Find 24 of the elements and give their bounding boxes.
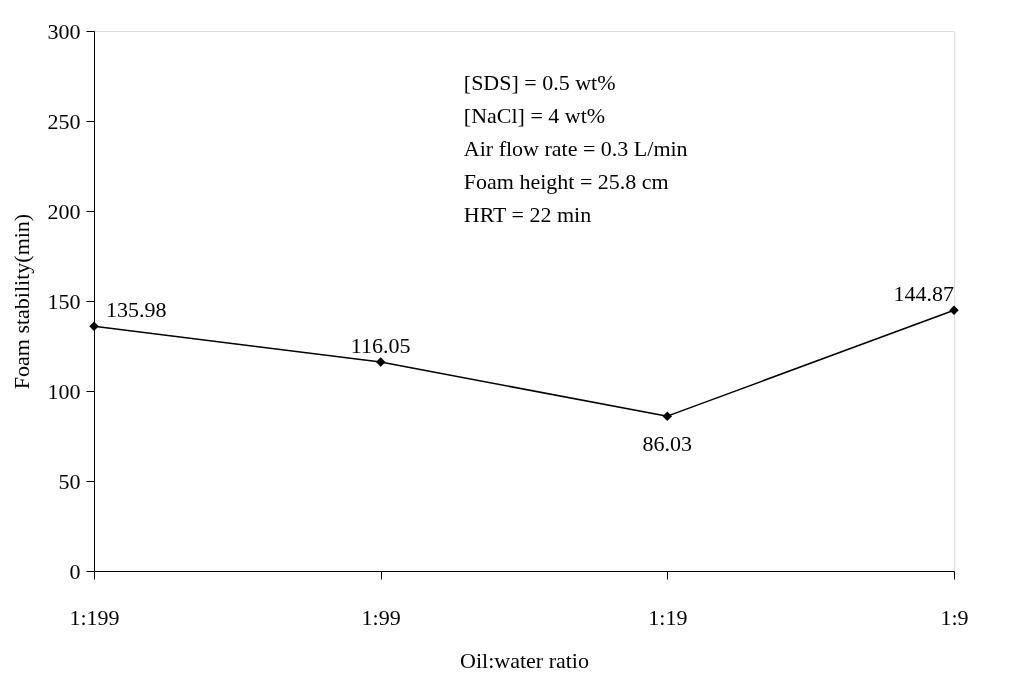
data-label: 144.87 (893, 281, 954, 307)
annotation: [SDS] = 0.5 wt% (463, 70, 616, 95)
y-tick-label: 50 (58, 468, 81, 494)
x-tick-label: 1:9 (940, 604, 969, 630)
point (662, 411, 673, 421)
annotation: [NaCl] = 4 wt% (463, 103, 606, 128)
y-tick-label: 0 (69, 558, 81, 584)
data-label: 116.05 (350, 333, 411, 359)
y-tick-label: 300 (47, 18, 81, 44)
data-label: 135.98 (106, 297, 167, 323)
point (375, 357, 386, 367)
y-tick-label: 200 (47, 198, 81, 224)
x-tick-label: 1:99 (361, 604, 401, 630)
y-tick-label: 250 (47, 108, 81, 134)
x-axis-title: Oil:water ratio (460, 647, 589, 673)
x-tick-label: 1:199 (69, 604, 120, 630)
y-tick-label: 100 (47, 378, 81, 404)
annotation: Foam height = 25.8 cm (463, 169, 669, 194)
y-axis-title: Foam stability(min) (8, 213, 34, 390)
x-tick-label: 1:19 (648, 604, 688, 630)
annotation: HRT = 22 min (463, 202, 592, 227)
annotation: Air flow rate = 0.3 L/min (463, 136, 688, 161)
data-label: 86.03 (642, 431, 693, 457)
y-tick-label: 150 (47, 288, 81, 314)
